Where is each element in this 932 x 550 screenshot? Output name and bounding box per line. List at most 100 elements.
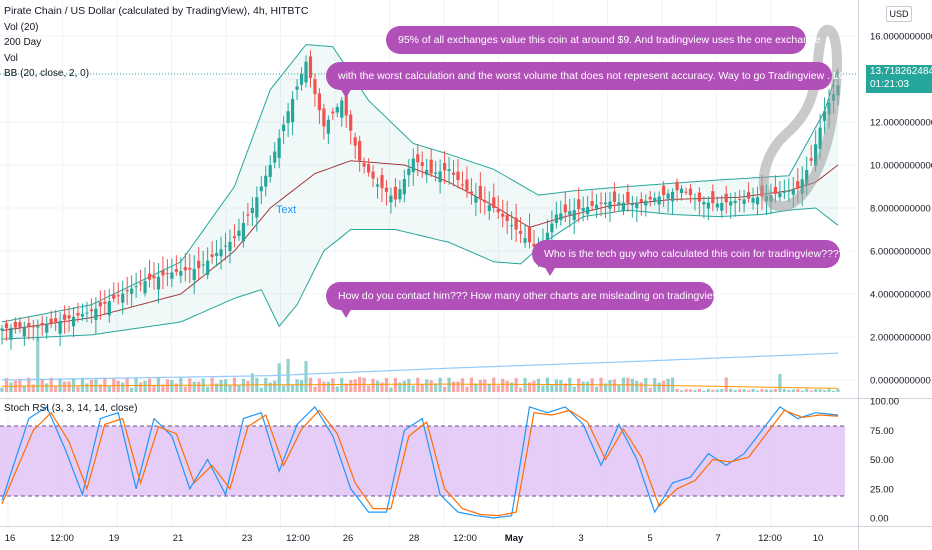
candle-body (45, 324, 49, 333)
volume-bar (326, 381, 330, 392)
candle-body (684, 191, 688, 193)
candle-body (192, 268, 196, 281)
legend-vol[interactable]: Vol (4, 52, 18, 64)
candle-body (469, 191, 474, 194)
candle-body (27, 323, 31, 327)
candle-body (331, 111, 335, 114)
candle-body (214, 253, 219, 256)
candle-body (563, 204, 567, 213)
candle-body (796, 181, 800, 189)
volume-bar (407, 378, 411, 392)
candle-body (349, 114, 353, 131)
volume-bar (322, 381, 326, 392)
candle-body (635, 203, 639, 209)
candle-body (545, 232, 550, 244)
candle-body (706, 202, 710, 209)
volume-bar (738, 389, 742, 392)
candle-body (125, 289, 129, 292)
volume-bar (313, 386, 317, 392)
candle-body (617, 202, 621, 205)
callout-bubble-4[interactable]: How do you contact him??? How many other… (326, 282, 726, 318)
volume-bar (214, 383, 219, 392)
candle-body (478, 185, 482, 200)
symbol-title[interactable]: Pirate Chain / US Dollar (calculated by … (4, 5, 309, 17)
candle-body (720, 202, 724, 211)
candle-body (711, 191, 715, 204)
volume-bar (197, 381, 201, 392)
volume-bar (36, 337, 40, 392)
volume-bar (447, 377, 451, 392)
candle-body (304, 61, 308, 83)
candle-body (608, 201, 612, 209)
candle-body (179, 271, 183, 276)
candle-body (344, 91, 348, 116)
candle-body (134, 286, 138, 288)
legend-vol-20[interactable]: Vol (20) (4, 21, 39, 33)
candle-body (492, 197, 496, 208)
candle-body (89, 309, 94, 312)
bollinger-lower-band (1, 207, 839, 340)
time-axis[interactable]: 16 12:00 19 21 23 12:00 26 28 12:00 May 3 5 7 12:00 10 (5, 533, 824, 544)
candle-body (268, 165, 272, 178)
candle-body (273, 151, 277, 163)
candle-body (505, 214, 509, 221)
candle-body (241, 223, 246, 242)
volume-bar (259, 387, 263, 392)
200-day-line (1, 352, 839, 381)
candle-body (54, 318, 58, 322)
volume-bar (827, 388, 831, 392)
callout-bubble-1[interactable]: 95% of all exchanges value this coin at … (386, 26, 821, 54)
volume-bar (121, 382, 125, 392)
time-axis-label: 5 (647, 533, 652, 544)
volume-ma-line (2, 383, 839, 389)
volume-bar (282, 385, 286, 392)
callout-tail-4 (340, 308, 352, 318)
candle-body (246, 214, 250, 216)
volume-bar (103, 377, 107, 392)
candle-body (366, 164, 371, 173)
volume-bar (442, 386, 447, 392)
legend-200-day[interactable]: 200 Day (4, 37, 42, 48)
time-axis-label: 26 (343, 533, 354, 544)
candle-body (250, 208, 254, 213)
candle-body (152, 275, 156, 279)
candle-body (527, 227, 532, 243)
stoch-rsi-axis[interactable]: 100.00 75.00 50.00 25.00 0.00 (870, 397, 899, 525)
volume-bar (559, 380, 563, 392)
volume-bar (353, 379, 357, 392)
volume-bar (299, 380, 304, 392)
candle-body (40, 322, 44, 326)
text-note[interactable]: Text (276, 204, 297, 216)
callout-bubble-3[interactable]: Who is the tech guy who calculated this … (532, 240, 850, 276)
time-axis-label: 12:00 (758, 533, 782, 544)
currency-badge[interactable]: USD (886, 6, 912, 22)
volume-bar (344, 383, 348, 392)
candle-body (416, 154, 420, 163)
volume-bar (27, 377, 31, 392)
stoch-rsi-band-zone (0, 426, 845, 496)
candle-body (818, 127, 822, 150)
stoch-rsi-legend[interactable]: Stoch RSI (3, 3, 14, 14, close) (4, 403, 138, 414)
candle-body (322, 108, 326, 127)
time-axis-label: 12:00 (50, 533, 74, 544)
candle-body (358, 140, 362, 161)
stoch-rsi-axis-label: 75.00 (870, 426, 894, 437)
candle-body (389, 195, 393, 203)
volume-bar (603, 383, 608, 392)
candle-body (206, 260, 210, 275)
candle-body (729, 201, 733, 206)
candle-body (483, 200, 487, 203)
candle-body (514, 217, 518, 230)
candle-body (407, 168, 411, 176)
volume-bar (277, 363, 281, 392)
volume-bar (474, 383, 478, 392)
volume-bar (532, 380, 536, 392)
legend-bb[interactable]: BB (20, close, 2, 0) (4, 68, 90, 79)
volume-bar (31, 384, 35, 392)
bollinger-band-fill (2, 44, 838, 340)
callout-bubble-2[interactable]: with the worst calculation and the worst… (326, 62, 853, 98)
volume-bar (818, 389, 822, 392)
callout-text-3: Who is the tech guy who calculated this … (544, 248, 851, 260)
candle-body (232, 236, 237, 239)
